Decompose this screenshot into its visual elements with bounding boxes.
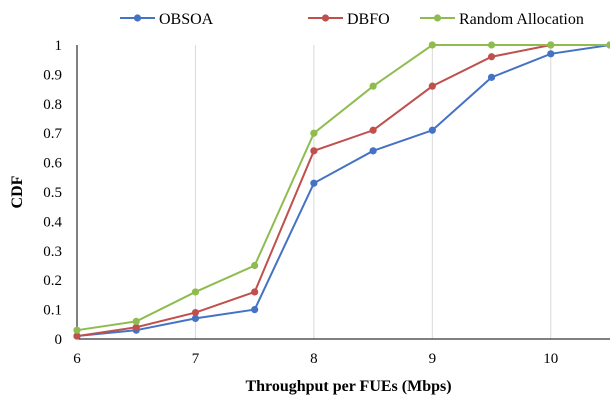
data-point-dbfo	[73, 332, 81, 340]
legend-label-random-allocation: Random Allocation	[459, 11, 584, 28]
legend: OBSOA DBFO Random Allocation	[120, 11, 584, 28]
series-line-dbfo	[76, 44, 610, 338]
data-point-obsoa	[428, 126, 436, 134]
data-point-dbfo	[251, 288, 259, 296]
x-axis-title: Throughput per FUEs (Mbps)	[245, 378, 451, 395]
data-point-random-allocation	[191, 288, 200, 296]
data-point-random-allocation	[369, 82, 377, 90]
series-layer	[73, 41, 610, 340]
data-point-obsoa	[251, 306, 259, 314]
data-point-dbfo	[191, 308, 200, 317]
data-point-random-allocation	[606, 41, 610, 49]
data-point-dbfo	[369, 126, 377, 134]
axes: 6 7 8 9 10 0 0.1 0.2 0.3 0.4 0.5 0.6 0.7 0.8 0.9 1	[43, 38, 610, 367]
legend-marker-dbfo	[321, 14, 330, 22]
data-point-obsoa	[310, 179, 318, 187]
legend-label-dbfo: DBFO	[347, 11, 390, 28]
x-tick-label: 9	[429, 351, 437, 367]
data-point-obsoa	[487, 73, 496, 81]
y-tick-label: 0.3	[43, 244, 62, 260]
data-point-random-allocation	[487, 41, 496, 49]
y-tick-label: 0.9	[43, 67, 62, 83]
y-tick-label: 0.7	[43, 126, 62, 142]
legend-marker-random-allocation	[433, 14, 442, 22]
data-point-random-allocation	[310, 129, 318, 137]
legend-label-obsoa: OBSOA	[159, 11, 214, 28]
legend-marker-obsoa	[133, 14, 142, 22]
data-point-obsoa	[191, 314, 200, 323]
y-axis-title: CDF	[9, 175, 26, 208]
data-point-dbfo	[428, 82, 436, 90]
series-line-obsoa	[76, 44, 610, 338]
y-tick-label: 0.8	[43, 97, 62, 113]
y-tick-label: 0.2	[43, 273, 62, 289]
y-tick-label: 1	[55, 38, 63, 54]
y-tick-label: 0	[55, 332, 63, 348]
series-line-random-allocation	[76, 44, 610, 332]
y-tick-label: 0.6	[43, 156, 62, 172]
x-tick-label: 6	[73, 351, 81, 367]
y-tick-label: 0.4	[43, 214, 62, 230]
y-tick-label: 0.5	[43, 185, 62, 201]
data-point-random-allocation	[547, 41, 555, 49]
x-tick-label: 7	[192, 351, 200, 367]
data-point-obsoa	[547, 50, 555, 58]
data-point-random-allocation	[73, 326, 81, 334]
data-point-obsoa	[369, 147, 377, 155]
data-point-random-allocation	[132, 317, 140, 325]
data-point-dbfo	[132, 323, 140, 331]
data-point-dbfo	[310, 147, 318, 155]
data-point-dbfo	[487, 53, 496, 61]
data-point-random-allocation	[251, 261, 259, 270]
data-point-random-allocation	[428, 41, 436, 49]
x-tick-label: 8	[310, 351, 318, 367]
y-tick-label: 0.1	[43, 303, 62, 319]
x-tick-label: 10	[543, 351, 558, 367]
